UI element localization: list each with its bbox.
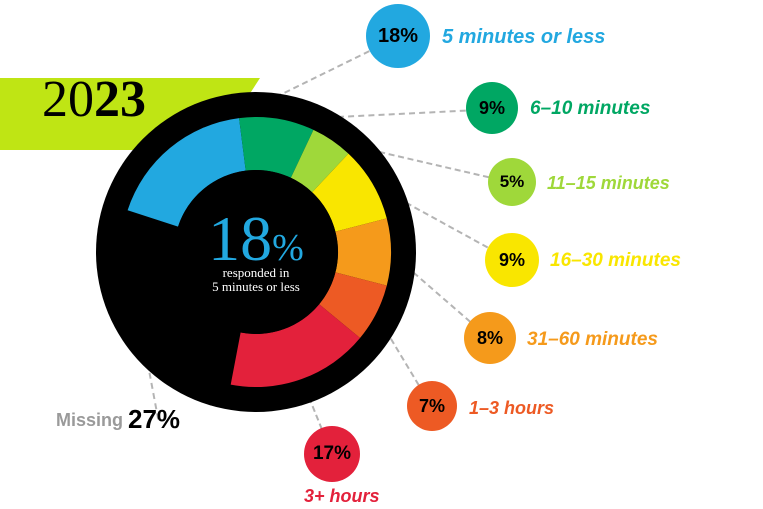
bubble-label-seg6: 1–3 hours — [469, 398, 554, 419]
year-prefix: 20 — [42, 71, 94, 128]
missing-label: Missing — [56, 410, 123, 431]
bubble-label-seg2: 6–10 minutes — [530, 98, 650, 120]
bubble-seg5: 8% — [464, 312, 516, 364]
bubble-seg1: 18% — [366, 4, 430, 68]
infographic-stage: 2023 18% responded in 5 minutes or less … — [0, 0, 763, 509]
bubble-label-seg4: 16–30 minutes — [550, 250, 681, 272]
bubble-seg6: 7% — [407, 381, 457, 431]
bubble-label-seg7: 3+ hours — [304, 486, 380, 507]
missing-percent: 27% — [128, 404, 180, 435]
bubble-seg4: 9% — [485, 233, 539, 287]
bubble-label-seg3: 11–15 minutes — [547, 173, 670, 194]
donut-svg — [96, 92, 416, 412]
bubble-seg3: 5% — [488, 158, 536, 206]
bubble-seg2: 9% — [466, 82, 518, 134]
bubble-label-seg1: 5 minutes or less — [442, 26, 605, 49]
donut-chart: 18% responded in 5 minutes or less — [96, 92, 416, 412]
bubble-label-seg5: 31–60 minutes — [527, 329, 658, 351]
bubble-seg7: 17% — [304, 426, 360, 482]
